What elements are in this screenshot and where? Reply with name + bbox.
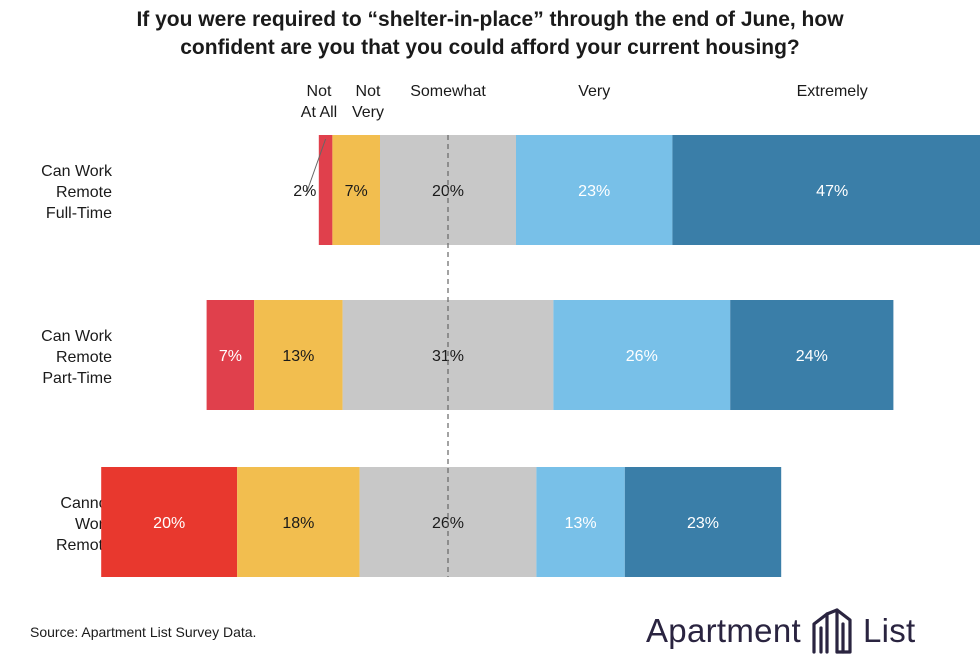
category-label-line: Cannot xyxy=(60,495,112,512)
data-label-extremely-1: 47% xyxy=(816,183,848,200)
data-label-somewhat-2: 31% xyxy=(432,348,464,365)
bar-not-at-all-2 xyxy=(206,300,255,410)
legend-header-extremely: Extremely xyxy=(797,83,868,100)
building-icon xyxy=(812,608,852,654)
legend-header-somewhat: Somewhat xyxy=(410,83,486,100)
leader-line xyxy=(306,138,327,193)
category-label-line: Can Work xyxy=(41,328,113,345)
data-label-not-at-all-3: 20% xyxy=(153,515,185,532)
category-label-line: Full-Time xyxy=(46,205,112,222)
category-label-line: Remote xyxy=(56,537,112,554)
data-label-very-2: 26% xyxy=(626,348,658,365)
data-label-not-very-3: 18% xyxy=(282,515,314,532)
data-label-not-at-all-2: 7% xyxy=(219,348,242,365)
bar-not-very-1 xyxy=(332,135,380,245)
source-note: Source: Apartment List Survey Data. xyxy=(30,624,257,640)
apartment-list-logo[interactable]: Apartment List xyxy=(646,603,916,659)
category-label-line: Can Work xyxy=(41,163,113,180)
data-label-extremely-3: 23% xyxy=(687,515,719,532)
title-line-1: If you were required to “shelter-in-plac… xyxy=(136,8,844,31)
bar-very-2 xyxy=(553,300,731,410)
logo-word-left: Apartment xyxy=(646,612,801,649)
legend-header-line: At All xyxy=(301,104,337,121)
logo-word-right: List xyxy=(862,612,916,649)
bar-not-at-all-1 xyxy=(318,135,333,245)
bar-not-very-2 xyxy=(254,300,343,410)
bar-extremely-1 xyxy=(672,135,980,245)
bar-not-very-3 xyxy=(237,467,360,577)
legend-header-line: Very xyxy=(352,104,384,121)
bar-very-1 xyxy=(516,135,673,245)
title-line-2: confident are you that you could afford … xyxy=(180,36,800,59)
category-label-line: Part-Time xyxy=(42,370,112,387)
legend-header-line: Not xyxy=(307,83,332,100)
legend-header-very: Very xyxy=(578,83,610,100)
chart-area: Can Work Remote Full-Time 2% 7% 20% 23% 47% Can … xyxy=(41,83,980,577)
bar-very-3 xyxy=(536,467,625,577)
legend-header-not-at-all: Not At All xyxy=(301,83,337,121)
bar-extremely-3 xyxy=(624,467,782,577)
category-label-1: Can Work Remote Full-Time xyxy=(41,163,113,222)
chart-title: If you were required to “shelter-in-plac… xyxy=(0,6,980,62)
legend-header-line: Somewhat xyxy=(410,83,486,100)
data-label-not-very-1: 7% xyxy=(345,183,368,200)
data-label-not-very-2: 13% xyxy=(282,348,314,365)
data-label-extremely-2: 24% xyxy=(796,348,828,365)
data-label-very-1: 23% xyxy=(578,183,610,200)
legend-header-line: Extremely xyxy=(797,83,868,100)
data-label-not-at-all-1: 2% xyxy=(293,183,316,200)
legend-header-line: Not xyxy=(356,83,381,100)
legend-header-not-very: Not Very xyxy=(352,83,384,121)
category-label-line: Remote xyxy=(56,184,112,201)
category-label-2: Can Work Remote Part-Time xyxy=(41,328,113,387)
data-label-very-3: 13% xyxy=(565,515,597,532)
bar-extremely-2 xyxy=(730,300,894,410)
bar-not-at-all-3 xyxy=(101,467,238,577)
legend-header-line: Very xyxy=(578,83,610,100)
category-label-line: Remote xyxy=(56,349,112,366)
